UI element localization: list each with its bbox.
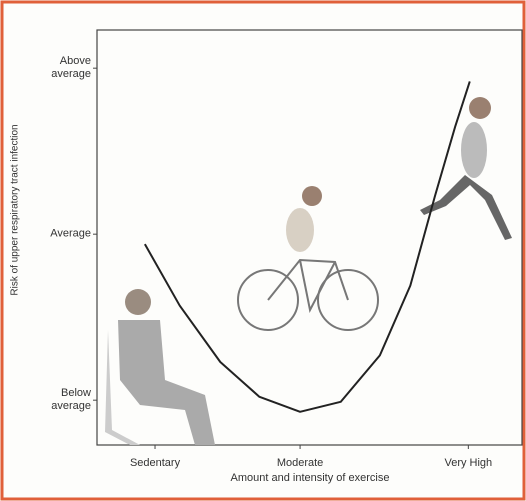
x-tick-label: Very High	[444, 457, 493, 469]
x-tick-label: Sedentary	[129, 457, 181, 469]
sitting-man	[105, 289, 215, 445]
cyclist	[237, 186, 379, 331]
y-tick-label: Above average	[51, 55, 91, 81]
x-tick-label: Moderate	[276, 457, 324, 469]
runner	[420, 97, 512, 240]
curve	[143, 81, 471, 413]
y-tick-label: Average	[50, 227, 91, 240]
y-tick-label: Below average	[51, 387, 91, 413]
y-axis-title: Risk of upper respiratory tract infectio…	[9, 124, 21, 296]
plot-area	[96, 29, 523, 446]
x-axis-title: Amount and intensity of exercise	[230, 472, 390, 484]
y-axis-title-wrap: Risk of upper respiratory tract infectio…	[0, 0, 30, 501]
